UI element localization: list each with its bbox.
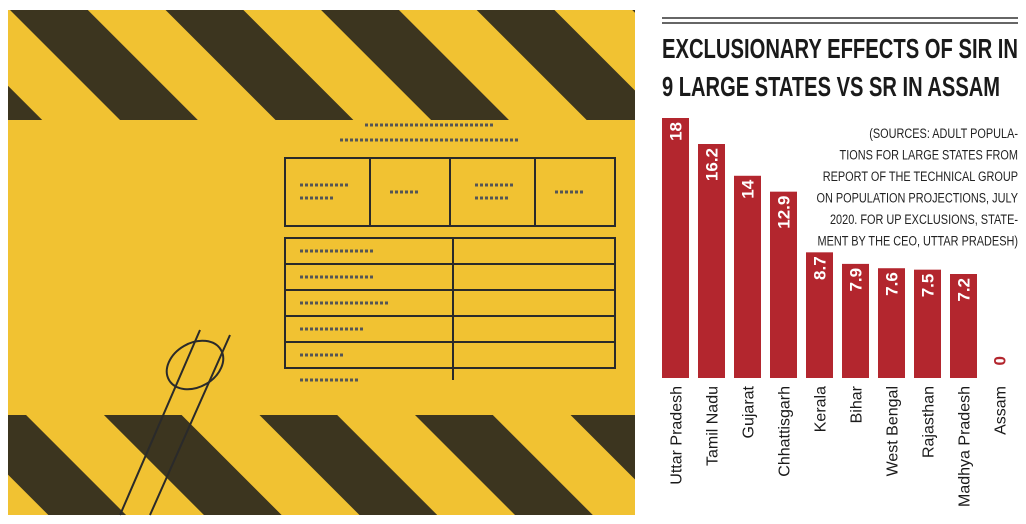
value-label: 0 — [991, 356, 1010, 365]
value-label: 12.9 — [775, 196, 794, 229]
title-line: 9 LARGE STATES VS SR IN ASSAM — [662, 71, 1000, 102]
note-line: ON POPULATION PROJECTIONS, JULY — [816, 190, 1018, 206]
value-label: 7.9 — [847, 268, 866, 292]
value-label: 14 — [739, 179, 758, 198]
note-line: (SOURCES: ADULT POPULA- — [869, 126, 1018, 142]
category-label: Uttar Pradesh — [669, 386, 686, 485]
title-line: EXCLUSIONARY EFFECTS OF SIR IN — [662, 33, 1018, 64]
note-line: TIONS FOR LARGE STATES FROM — [840, 147, 1018, 163]
bar — [662, 118, 689, 378]
top-rule — [662, 17, 1018, 24]
category-label: Chhattisgarh — [777, 386, 794, 477]
note-line-group: REPORT OF THE TECHNICAL GROUP — [823, 169, 1018, 185]
value-label: 16.2 — [703, 148, 722, 181]
note-line: REPORT OF THE TECHNICAL GROUP — [823, 169, 1018, 185]
note-line-group: 2020. FOR UP EXCLUSIONS, STATE- — [830, 212, 1018, 228]
bar — [878, 268, 905, 378]
value-label: 7.6 — [883, 272, 902, 296]
note-line-group: (SOURCES: ADULT POPULA- — [869, 126, 1018, 142]
note-line-group: TIONS FOR LARGE STATES FROM — [840, 147, 1018, 163]
value-label: 7.2 — [955, 278, 974, 302]
bar — [950, 274, 977, 378]
bar — [770, 191, 797, 378]
bar — [842, 263, 869, 378]
category-label: Madhya Pradesh — [957, 386, 974, 507]
category-label: Kerala — [813, 386, 830, 432]
illustration — [8, 10, 635, 516]
note-line-group: MENT BY THE CEO, UTTAR PRADESH) — [817, 233, 1018, 249]
category-label: West Bengal — [885, 386, 902, 476]
bar — [698, 144, 725, 378]
bar — [914, 269, 941, 378]
category-label: Assam — [993, 386, 1010, 435]
value-label: 18 — [667, 122, 686, 141]
note-line: 2020. FOR UP EXCLUSIONS, STATE- — [830, 212, 1018, 228]
bar — [806, 252, 833, 378]
value-label: 8.7 — [811, 256, 830, 280]
category-label: Gujarat — [741, 385, 758, 438]
category-label: Bihar — [849, 385, 866, 423]
category-label: Tamil Nadu — [705, 386, 722, 466]
note-line: MENT BY THE CEO, UTTAR PRADESH) — [817, 233, 1018, 249]
value-label: 7.5 — [919, 274, 938, 298]
category-label: Rajasthan — [921, 386, 938, 458]
note-line-group: ON POPULATION PROJECTIONS, JULY — [816, 190, 1018, 206]
bar — [734, 175, 761, 378]
